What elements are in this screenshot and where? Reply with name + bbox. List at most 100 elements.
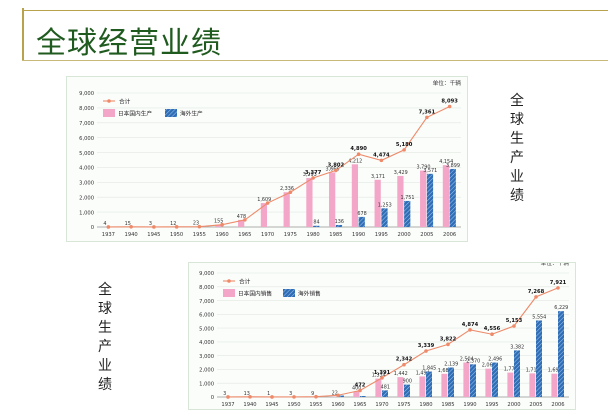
arrow-shape [470,134,494,158]
x-tick-label: 1950 [170,232,183,238]
unit-label: 单位：千辆 [433,79,462,87]
bar-data-label: 1 [267,391,270,397]
x-tick-label: 1990 [463,402,476,408]
x-tick-label: 2000 [507,402,520,408]
y-tick-label: 0 [211,395,214,401]
bar [261,203,267,227]
bar-data-label: 3 [223,391,226,397]
total-data-label: 7,361 [419,109,436,115]
total-data-label: 4,874 [462,322,479,328]
bar [485,369,491,397]
legend-line-marker [227,279,231,283]
bar-data-label: 4 [103,221,106,227]
bar-data-label: 678 [357,211,366,217]
total-point [107,225,111,229]
title-rule-left [22,8,24,60]
total-point [425,116,429,120]
total-data-label: 3,802 [328,162,345,168]
bar-data-label: 3,571 [423,168,437,174]
bar [352,164,358,227]
total-point [336,393,340,397]
bar [284,192,290,227]
total-data-label: 4,890 [350,146,367,152]
bar [397,176,403,227]
bar-data-label: 1,751 [401,195,415,201]
vertical-label-production: 全球生产业绩 [509,92,525,206]
total-data-label: 3,377 [305,170,322,176]
arrow-shape [144,312,168,336]
x-tick-label: 1995 [375,232,388,238]
x-tick-label: 1945 [147,232,160,238]
total-data-label: 8,093 [441,99,458,105]
bar [426,372,432,397]
total-point [402,363,406,367]
bar [336,225,342,227]
total-point [446,343,450,347]
total-data-label: 472 [355,382,366,388]
legend-domestic-swatch [223,289,235,297]
total-point [357,152,361,156]
bar [492,363,498,397]
y-tick-label: 4,000 [79,166,94,172]
x-tick-label: 1960 [331,402,344,408]
y-tick-label: 7,000 [199,299,214,305]
total-point [314,395,318,399]
legend-overseas-swatch [165,109,177,117]
total-data-label: 3,822 [440,336,457,342]
x-tick-label: 1937 [221,402,234,408]
y-tick-label: 2,000 [199,368,214,374]
total-data-label: 7,921 [550,280,567,286]
x-tick-label: 1975 [397,402,410,408]
total-point [402,148,406,152]
total-point [198,225,202,229]
x-tick-label: 2006 [551,402,564,408]
x-tick-label: 1950 [287,402,300,408]
x-tick-label: 1970 [261,232,274,238]
bar-data-label: 900 [403,379,412,385]
x-tick-label: 1937 [102,232,115,238]
legend-label: 日本国内生产 [118,110,152,118]
x-tick-label: 1975 [284,232,297,238]
bar [450,169,456,227]
bar [463,363,469,397]
bar [420,171,426,227]
x-tick-label: 2005 [420,232,433,238]
bar-data-label: 5,554 [532,314,546,320]
bar-data-label: 9 [311,391,314,397]
bar [441,374,447,397]
x-tick-label: 1980 [419,402,432,408]
production-chart: 01,0002,0003,0004,0005,0006,0007,0008,00… [67,77,467,241]
x-tick-label: 1970 [375,402,388,408]
x-tick-label: 1985 [329,232,342,238]
x-tick-label: 1940 [125,232,138,238]
bar [404,385,410,397]
bar-data-label: 3 [289,391,292,397]
x-tick-label: 1965 [238,232,251,238]
x-tick-label: 1960 [216,232,229,238]
bar [313,226,319,227]
legend-overseas-swatch [283,289,295,297]
legend-domestic-swatch [103,109,115,117]
bar-data-label: 4,212 [348,158,362,164]
x-tick-label: 2005 [529,402,542,408]
bar [470,364,476,397]
total-point [380,159,384,163]
total-point [534,295,538,299]
total-point [311,176,315,180]
total-point [512,324,516,328]
y-tick-label: 1,000 [79,210,94,216]
total-data-label: 7,268 [528,289,545,295]
bar [353,391,359,397]
bar-data-label: 136 [335,219,344,225]
bar [382,390,388,397]
y-tick-label: 4,000 [199,340,214,346]
total-point [556,286,560,290]
total-point [266,201,270,205]
bar [529,373,535,397]
x-tick-label: 1940 [243,402,256,408]
total-data-label: 2,342 [396,357,413,363]
total-point [424,349,428,353]
